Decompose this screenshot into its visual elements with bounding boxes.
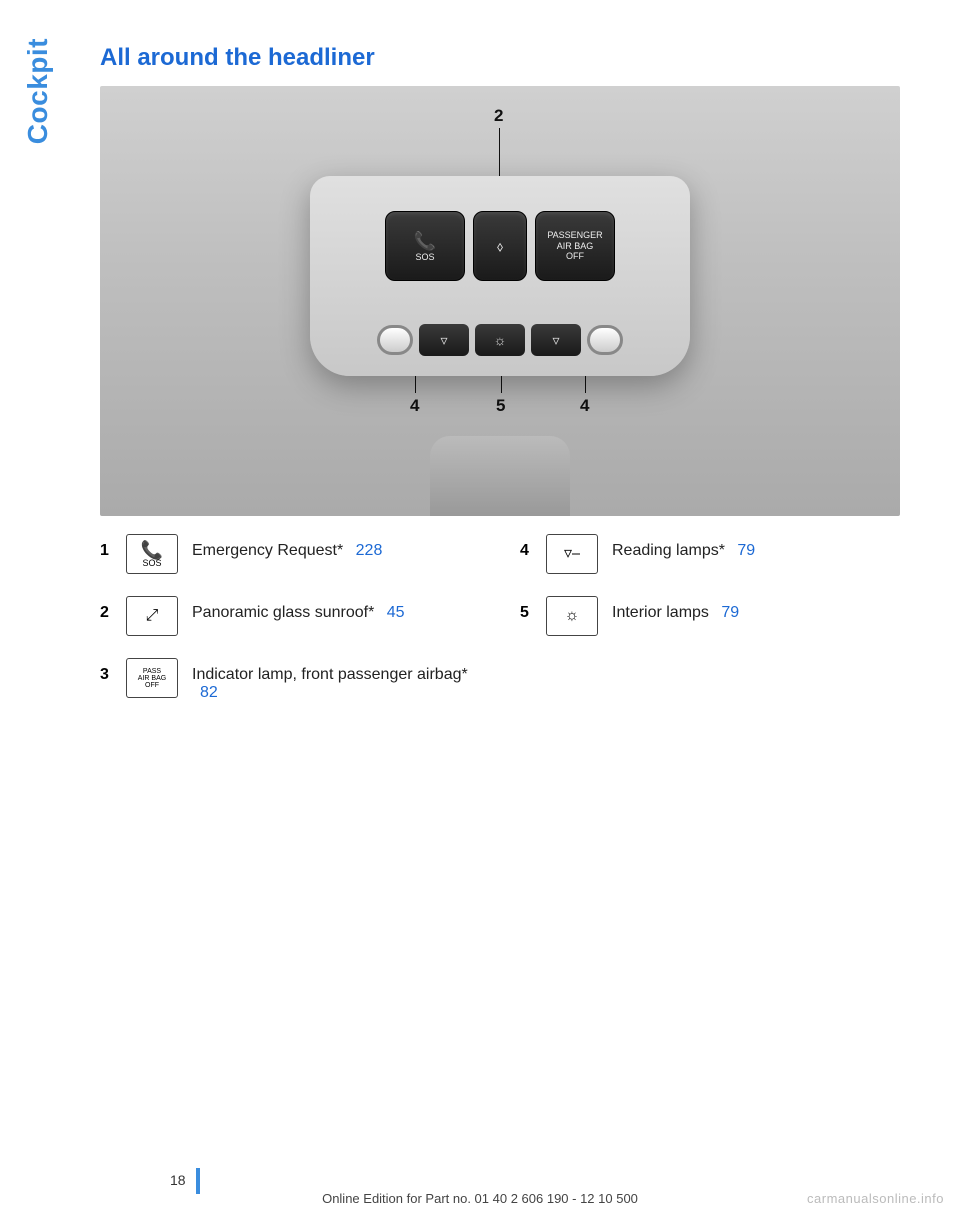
sunroof-glyph: ⤢	[146, 608, 159, 624]
airbag-l1: PASSENGER	[547, 230, 602, 241]
legend-text: Panoramic glass sunroof* 45	[192, 596, 480, 622]
sunroof-button: ⬨	[473, 211, 527, 281]
legend-num: 3	[100, 658, 112, 684]
sunroof-icon: ⤢	[126, 596, 178, 636]
sunroof-icon: ⬨	[497, 238, 503, 255]
airbag-l2: AIR BAG	[557, 241, 594, 252]
airbag-l3: OFF	[566, 251, 584, 262]
legend-label: Emergency Request*	[192, 542, 343, 559]
interior-glyph: ☼	[565, 608, 580, 624]
page-ref[interactable]: 79	[721, 604, 739, 621]
legend-label: Panoramic glass sunroof*	[192, 604, 374, 621]
page-ref[interactable]: 82	[200, 684, 218, 701]
headliner-panel: 📞 SOS ⬨ PASSENGER AIR BAG OFF ▿ ☼ ▿	[310, 176, 690, 376]
panel-stem	[430, 436, 570, 516]
legend-label: Indicator lamp, front passenger airbag*	[192, 666, 468, 683]
callout-5: 5	[496, 396, 505, 416]
airbag-indicator: PASSENGER AIR BAG OFF	[535, 211, 615, 281]
upper-button-row: 📞 SOS ⬨ PASSENGER AIR BAG OFF	[385, 211, 615, 281]
sos-button: 📞 SOS	[385, 211, 465, 281]
legend-item: 3 PASS AIR BAG OFF Indicator lamp, front…	[100, 658, 480, 702]
page-number: 18	[170, 1172, 186, 1188]
airbag-icon: PASS AIR BAG OFF	[126, 658, 178, 698]
sos-icon: 📞 SOS	[126, 534, 178, 574]
legend-num: 1	[100, 534, 112, 560]
legend-text: Emergency Request* 228	[192, 534, 480, 560]
reading-lamp-icon: ▿⎯	[546, 534, 598, 574]
page-ref[interactable]: 45	[387, 604, 405, 621]
side-tab: Cockpit	[22, 38, 54, 144]
legend-item: 1 📞 SOS Emergency Request* 228	[100, 534, 480, 574]
legend-num: 5	[520, 596, 532, 622]
reading-lamp-btn-right: ▿	[531, 324, 581, 356]
legend-item: 4 ▿⎯ Reading lamps* 79	[520, 534, 900, 574]
airbag-text: PASS AIR BAG OFF	[138, 668, 166, 689]
interior-lamp-icon: ☼	[546, 596, 598, 636]
phone-glyph: 📞	[141, 541, 163, 559]
legend-label: Interior lamps	[612, 604, 709, 621]
callout-2: 2	[494, 106, 503, 126]
headliner-diagram: 2 1 3 4 5 4 📞 SOS ⬨ PASSENGER	[100, 86, 900, 516]
reading-light-right	[587, 325, 623, 355]
page-ref[interactable]: 228	[356, 542, 383, 559]
page-content: All around the headliner 2 1 3 4 5 4 📞 S…	[100, 44, 900, 724]
legend-item: 5 ☼ Interior lamps 79	[520, 596, 900, 636]
light-row: ▿ ☼ ▿	[377, 324, 623, 356]
sos-label: SOS	[415, 252, 434, 262]
legend: 1 📞 SOS Emergency Request* 228 2 ⤢ Panor…	[100, 534, 900, 724]
callout-4l: 4	[410, 396, 419, 416]
callout-4r: 4	[580, 396, 589, 416]
interior-lamp-btn: ☼	[475, 324, 525, 356]
legend-label: Reading lamps*	[612, 542, 725, 559]
reading-light-left	[377, 325, 413, 355]
legend-col-right: 4 ▿⎯ Reading lamps* 79 5 ☼ Interior lamp…	[520, 534, 900, 724]
legend-num: 2	[100, 596, 112, 622]
reading-glyph: ▿⎯	[564, 546, 580, 562]
legend-col-left: 1 📞 SOS Emergency Request* 228 2 ⤢ Panor…	[100, 534, 480, 724]
legend-text: Interior lamps 79	[612, 596, 900, 622]
page-ref[interactable]: 79	[737, 542, 755, 559]
watermark: carmanualsonline.info	[807, 1191, 944, 1206]
section-title: All around the headliner	[100, 44, 900, 72]
legend-item: 2 ⤢ Panoramic glass sunroof* 45	[100, 596, 480, 636]
phone-icon: 📞	[414, 231, 436, 252]
legend-text: Reading lamps* 79	[612, 534, 900, 560]
legend-text: Indicator lamp, front passenger airbag* …	[192, 658, 480, 702]
sos-text: SOS	[142, 559, 161, 568]
legend-num: 4	[520, 534, 532, 560]
reading-lamp-btn-left: ▿	[419, 324, 469, 356]
